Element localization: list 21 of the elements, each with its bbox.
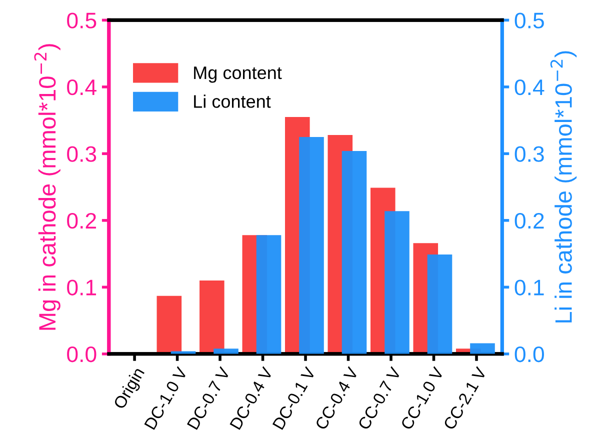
bar — [470, 343, 495, 354]
y2-tick-label: 0.4 — [514, 79, 544, 96]
y2-tick-label: 0.1 — [514, 280, 544, 296]
y-tick-label: 0.5 — [67, 12, 96, 28]
y2-tick-label: 0.0 — [514, 346, 544, 362]
y-tick-label: 0.3 — [67, 146, 96, 162]
y-axis-title: Mg in cathode (mmol*10$^{−2}$) — [34, 44, 60, 330]
bar — [170, 351, 196, 354]
y2-tick-label: 0.2 — [514, 212, 544, 229]
legend-label: Li content — [194, 94, 271, 108]
bar — [156, 296, 182, 354]
y2-tick-label: 0.3 — [514, 146, 544, 162]
y2-tick-label: 0.5 — [514, 12, 544, 28]
y-tick-label: 0.0 — [67, 346, 96, 362]
y-tick-label: 0.1 — [67, 280, 96, 296]
bar — [200, 280, 224, 354]
y2-axis-title: Li in cathode (mmol*10$^{−2}$) — [550, 51, 577, 322]
bar — [214, 348, 238, 354]
y-tick-label: 0.2 — [67, 212, 96, 229]
y-tick-label: 0.4 — [67, 79, 96, 96]
legend-label: Mg content — [194, 66, 282, 83]
